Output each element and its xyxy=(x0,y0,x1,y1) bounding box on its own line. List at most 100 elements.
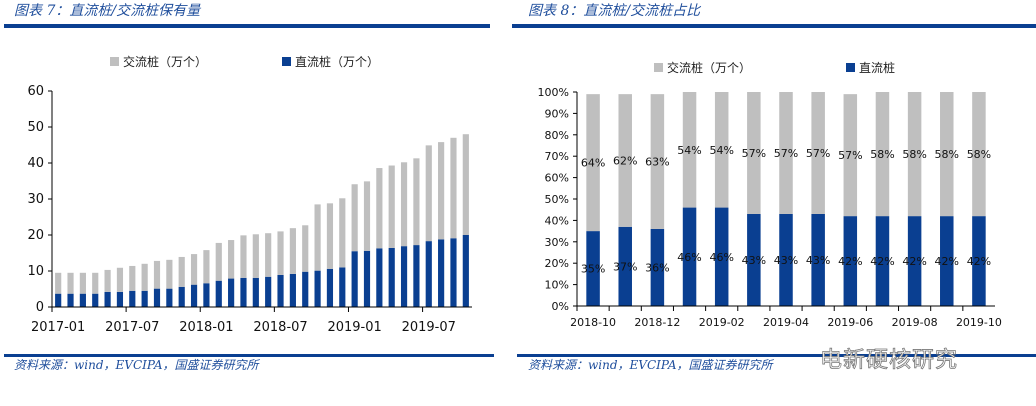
bar-dc-2018-01 xyxy=(203,283,210,307)
data-label-dc: 42% xyxy=(967,255,991,268)
bar-ac-2019-06 xyxy=(413,158,420,246)
bar-dc-2019-09 xyxy=(450,238,457,307)
bar-dc-2018-11 xyxy=(618,226,632,306)
bar-dc-2017-01 xyxy=(55,293,62,307)
bar-ac-2019-02 xyxy=(363,181,371,251)
data-label-ac: 54% xyxy=(677,144,701,157)
bar-dc-2017-02 xyxy=(67,293,74,307)
bar-ac-2019-01 xyxy=(351,184,358,252)
bar-ac-2018-05 xyxy=(252,234,259,278)
bar-ac-2017-07 xyxy=(129,265,136,291)
bar-ac-2018-08 xyxy=(289,228,296,274)
data-label-ac: 57% xyxy=(806,147,830,160)
bar-ac-2019-08 xyxy=(438,142,445,240)
y-tick-label: 30 xyxy=(27,192,44,207)
x-tick-label: 2017-01 xyxy=(31,320,85,335)
bar-dc-2019-06 xyxy=(843,216,858,306)
y-tick-label: 60% xyxy=(545,172,569,185)
bar-dc-2017-03 xyxy=(79,293,86,307)
y-tick-label: 10 xyxy=(27,264,44,279)
data-label-dc: 36% xyxy=(645,261,669,274)
data-label-ac: 57% xyxy=(742,147,766,160)
bar-dc-2017-07 xyxy=(129,290,136,307)
data-label-ac: 58% xyxy=(902,148,926,161)
bar-ac-2018-11 xyxy=(326,203,334,269)
bar-dc-2018-08 xyxy=(289,273,296,307)
bar-dc-2018-11 xyxy=(326,268,334,307)
data-label-dc: 35% xyxy=(581,263,605,276)
bar-ac-2017-05 xyxy=(104,269,111,292)
y-tick-label: 50% xyxy=(545,193,569,206)
data-label-dc: 43% xyxy=(774,254,798,267)
bar-ac-2019-04 xyxy=(388,165,395,248)
bar-ac-2017-06 xyxy=(116,267,124,292)
bar-ac-2018-07 xyxy=(277,231,284,275)
data-label-ac: 64% xyxy=(581,157,605,170)
y-tick-label: 60 xyxy=(27,84,44,99)
bar-dc-2018-05 xyxy=(252,277,259,307)
x-tick-label: 2018-12 xyxy=(634,316,680,329)
bar-dc-2019-06 xyxy=(413,245,420,307)
bar-dc-2019-05 xyxy=(400,246,408,307)
bar-ac-2019-07 xyxy=(875,92,890,217)
data-label-dc: 42% xyxy=(838,255,862,268)
right-source-rule xyxy=(517,354,1036,357)
data-label-dc: 46% xyxy=(709,251,733,264)
legend-label-0: 直流桩 xyxy=(859,60,895,75)
bar-ac-2019-09 xyxy=(450,137,457,239)
y-tick-label: 20% xyxy=(545,257,569,270)
y-tick-label: 40% xyxy=(545,214,569,227)
bar-ac-2019-10 xyxy=(462,134,469,235)
bar-dc-2018-06 xyxy=(265,276,272,307)
bar-ac-2017-01 xyxy=(55,272,62,294)
bar-ac-2018-01 xyxy=(203,250,210,284)
bar-ac-2018-10 xyxy=(314,204,321,271)
left-source: 资料来源：wind，EVCIPA，国盛证券研究所 xyxy=(14,358,259,372)
right-source: 资料来源：wind，EVCIPA，国盛证券研究所 xyxy=(528,358,773,372)
x-tick-label: 2017-07 xyxy=(105,320,159,335)
bar-ac-2019-05 xyxy=(400,162,408,247)
right-title-rule xyxy=(512,24,1036,28)
bar-dc-2019-08 xyxy=(907,216,922,306)
right-chart-title: 图表 8：直流桩/交流桩占比 xyxy=(528,3,701,19)
bar-ac-2018-06 xyxy=(265,233,272,277)
y-tick-label: 80% xyxy=(545,129,569,142)
bar-dc-2019-05 xyxy=(811,213,825,306)
y-tick-label: 40 xyxy=(27,156,44,171)
y-tick-label: 100% xyxy=(538,86,569,99)
bar-ac-2019-03 xyxy=(376,168,383,249)
bar-ac-2017-11 xyxy=(178,256,185,287)
bar-ac-2018-09 xyxy=(302,225,309,272)
bar-dc-2018-12 xyxy=(650,228,665,306)
bar-ac-2019-02 xyxy=(714,92,729,208)
bar-dc-2019-03 xyxy=(747,213,761,306)
y-tick-label: 50 xyxy=(27,120,44,135)
left-chart: 交流桩（万个） 直流桩（万个） 0 10 20 30 40 50 60 2017-01 2017-0… xyxy=(27,54,472,335)
bar-dc-2017-04 xyxy=(92,293,99,307)
x-tick-label: 2018-01 xyxy=(179,320,233,335)
legend-label-1: 交流桩（万个） xyxy=(667,60,751,75)
data-label-dc: 42% xyxy=(902,255,926,268)
bar-dc-2019-10 xyxy=(972,216,986,306)
bar-dc-2017-08 xyxy=(141,290,148,307)
bar-dc-2019-01 xyxy=(682,207,697,306)
data-label-ac: 57% xyxy=(838,149,862,162)
bar-dc-2018-04 xyxy=(240,277,247,307)
bar-ac-2019-06 xyxy=(843,94,858,217)
data-label-ac: 62% xyxy=(613,154,637,167)
bar-dc-2019-02 xyxy=(714,207,729,306)
x-tick-label: 2019-07 xyxy=(402,320,456,335)
bar-dc-2019-01 xyxy=(351,251,358,307)
x-tick-label: 2019-06 xyxy=(827,316,873,329)
bar-dc-2019-07 xyxy=(875,216,890,306)
bar-ac-2018-12 xyxy=(650,94,665,229)
x-tick-label: 2018-07 xyxy=(253,320,307,335)
bar-dc-2017-12 xyxy=(190,284,198,307)
data-label-ac: 54% xyxy=(709,144,733,157)
legend-label-1: 交流桩（万个） xyxy=(123,54,207,69)
y-tick-label: 10% xyxy=(545,279,569,292)
data-label-ac: 63% xyxy=(645,156,669,169)
x-tick-label: 2019-04 xyxy=(763,316,809,329)
bar-ac-2019-07 xyxy=(425,145,432,242)
bar-dc-2019-04 xyxy=(388,247,395,307)
